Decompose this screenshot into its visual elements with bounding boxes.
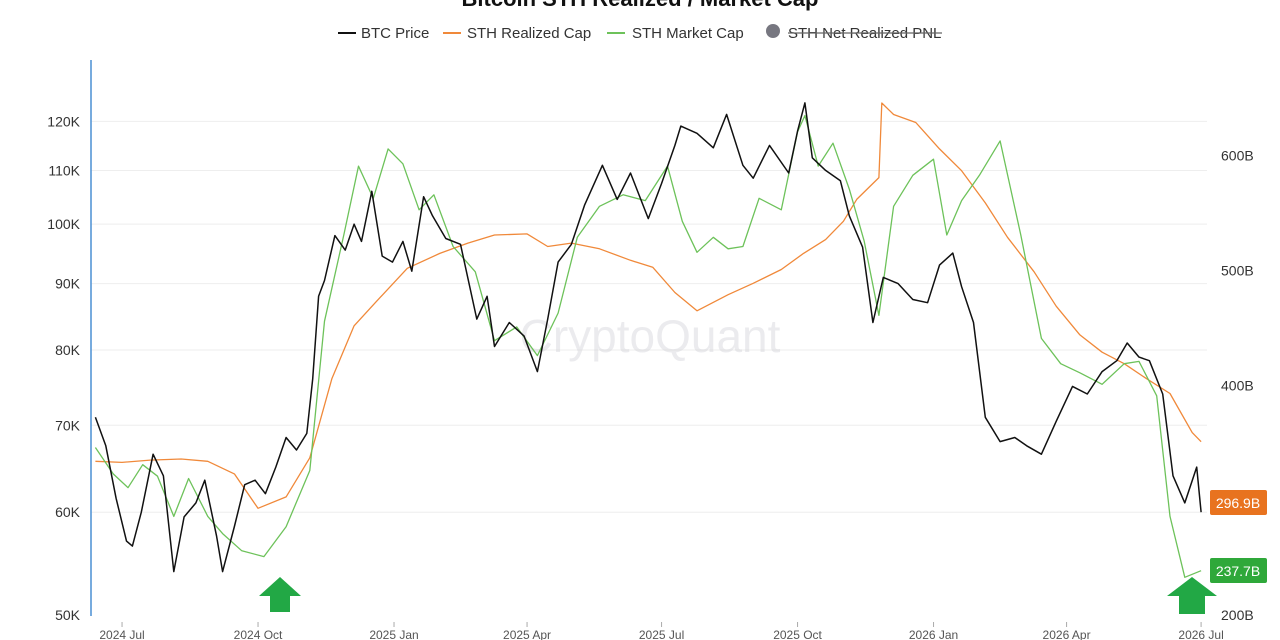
series-line-sth-realized-cap — [95, 102, 1202, 509]
chart-title: Bitcoin STH Realized / Market Cap — [462, 0, 819, 11]
axis-ticks: 50K 60K 70K 80K 90K 100K 110K 120K 200B 400B 500B 6… — [47, 113, 1253, 640]
legend-label-sth-market-cap: STH Market Cap — [632, 25, 744, 42]
legend-label-btc-price: BTC Price — [361, 25, 429, 42]
left-tick-label: 80K — [55, 342, 81, 358]
legend-item-sth-market-cap[interactable]: STH Market Cap — [607, 25, 744, 42]
right-tick-label: 600B — [1221, 148, 1254, 164]
series-layer — [94, 102, 1202, 578]
badge-realized-text: 296.9B — [1216, 495, 1260, 511]
x-tick-label: 2024 Oct — [234, 628, 283, 640]
left-tick-label: 70K — [55, 417, 81, 433]
legend-label-sth-realized-cap: STH Realized Cap — [467, 25, 591, 42]
legend-item-sth-net-realized-pnl[interactable]: STH Net Realized PNL — [766, 24, 942, 42]
x-tick-label: 2026 Jan — [909, 628, 958, 640]
x-tick-label: 2025 Jan — [369, 628, 418, 640]
badge-sth-realized-cap: 296.9B — [1210, 490, 1267, 515]
legend-item-btc-price[interactable]: BTC Price — [338, 25, 429, 42]
badge-sth-market-cap: 237.7B — [1210, 558, 1267, 583]
badge-market-text: 237.7B — [1216, 563, 1260, 579]
up-arrow-icon — [259, 577, 1217, 614]
left-tick-label: 120K — [47, 113, 80, 129]
series-line-sth-market-cap — [94, 114, 1202, 578]
x-tick-label: 2024 Jul — [99, 628, 144, 640]
badge-realized-bg — [1210, 490, 1267, 515]
x-tick-label: 2026 Jul — [1178, 628, 1223, 640]
left-tick-label: 110K — [48, 162, 80, 178]
right-tick-label: 400B — [1221, 377, 1254, 393]
up-arrow-left-icon — [259, 577, 301, 612]
badge-market-bg — [1210, 558, 1267, 583]
x-tick-label: 2025 Jul — [639, 628, 684, 640]
x-tick-label: 2026 Apr — [1043, 628, 1091, 640]
legend-item-sth-realized-cap[interactable]: STH Realized Cap — [443, 25, 591, 42]
x-tick-label: 2025 Apr — [503, 628, 551, 640]
right-tick-label: 200B — [1221, 607, 1254, 623]
x-tick-label: 2025 Oct — [773, 628, 822, 640]
watermark: CryptoQuant — [520, 310, 781, 362]
left-tick-label: 100K — [47, 216, 80, 232]
grid-lines — [91, 120, 1207, 513]
left-tick-label: 60K — [55, 504, 81, 520]
right-tick-label: 500B — [1221, 262, 1254, 278]
series-line-btc-price — [94, 102, 1202, 573]
left-tick-label: 90K — [55, 276, 81, 292]
legend: BTC Price STH Realized Cap STH Market Ca… — [338, 24, 942, 42]
legend-dot-sth-net-realized-pnl — [766, 24, 780, 38]
up-arrow-right-icon — [1167, 577, 1217, 614]
left-tick-label: 50K — [55, 607, 81, 623]
